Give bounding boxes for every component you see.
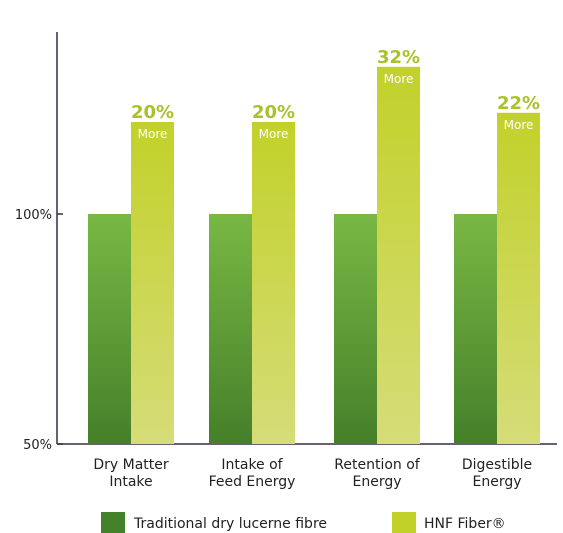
category-label: Retention of	[334, 457, 421, 473]
y-tick-label: 100%	[15, 208, 52, 223]
category-label: Intake of	[221, 457, 283, 473]
hnf-bar	[497, 112, 540, 445]
y-tick-label: 50%	[23, 438, 52, 453]
more-label: More	[259, 127, 289, 141]
hnf-bar	[252, 122, 295, 444]
category-label: Feed Energy	[209, 474, 296, 490]
traditional-bar	[88, 214, 131, 444]
hnf-bar	[377, 66, 420, 445]
category-label: Energy	[352, 474, 401, 490]
percent-label: 20%	[252, 102, 295, 123]
legend-swatch-traditional	[101, 512, 125, 533]
more-label: More	[138, 127, 168, 141]
category-label: Energy	[472, 474, 521, 490]
traditional-bar	[209, 214, 252, 444]
traditional-bar	[334, 214, 377, 444]
more-label: More	[504, 118, 534, 132]
hnf-bar	[131, 122, 174, 444]
category-label: Intake	[109, 474, 152, 490]
percent-label: 22%	[497, 93, 540, 114]
legend-label-traditional: Traditional dry lucerne fibre	[133, 516, 327, 532]
category-label: Digestible	[462, 457, 532, 473]
percent-label: 20%	[131, 102, 174, 123]
legend-label-hnf: HNF Fiber®	[424, 516, 506, 532]
category-label: Dry Matter	[93, 457, 169, 473]
percent-label: 32%	[377, 47, 420, 68]
traditional-bar	[454, 214, 497, 444]
legend-swatch-hnf	[392, 512, 416, 533]
more-label: More	[384, 72, 414, 86]
